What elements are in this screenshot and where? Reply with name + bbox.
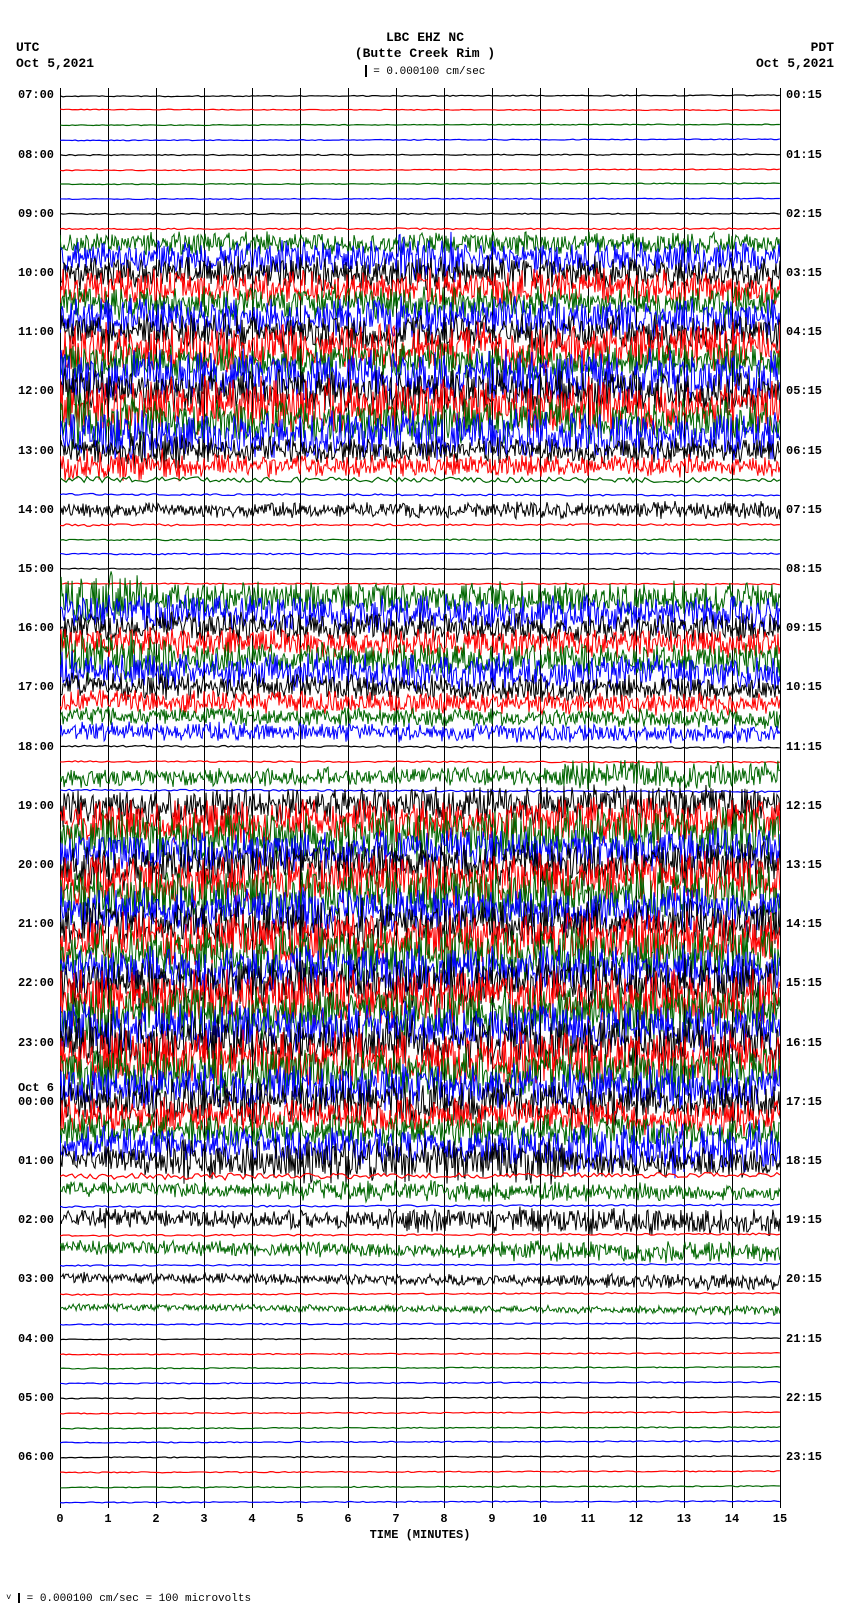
utc-time-label: 09:00 xyxy=(18,207,60,221)
scale-bar-icon xyxy=(365,65,367,77)
utc-time-label: 04:00 xyxy=(18,1332,60,1346)
local-time-label: 03:15 xyxy=(780,266,822,280)
local-time-label: 21:15 xyxy=(780,1332,822,1346)
local-time-label: 19:15 xyxy=(780,1213,822,1227)
utc-time-label: 16:00 xyxy=(18,621,60,635)
utc-time-label: 23:00 xyxy=(18,1036,60,1050)
local-time-label: 09:15 xyxy=(780,621,822,635)
right-date-label: Oct 5,2021 xyxy=(756,56,834,71)
x-tick-label: 11 xyxy=(581,1512,595,1526)
utc-time-label: 14:00 xyxy=(18,503,60,517)
x-tick-label: 3 xyxy=(200,1512,207,1526)
utc-time-label: 12:00 xyxy=(18,384,60,398)
local-time-label: 01:15 xyxy=(780,148,822,162)
x-tick-label: 2 xyxy=(152,1512,159,1526)
x-tick-label: 1 xyxy=(104,1512,111,1526)
utc-time-label: 03:00 xyxy=(18,1272,60,1286)
x-tick-label: 8 xyxy=(440,1512,447,1526)
utc-time-label: 07:00 xyxy=(18,88,60,102)
title-block: LBC EHZ NC (Butte Creek Rim ) = 0.000100… xyxy=(0,30,850,78)
utc-time-label: 10:00 xyxy=(18,266,60,280)
local-time-label: 08:15 xyxy=(780,562,822,576)
footer-scale: ˅ = 0.000100 cm/sec = 100 microvolts xyxy=(6,1593,251,1605)
local-time-label: 22:15 xyxy=(780,1391,822,1405)
local-time-label: 07:15 xyxy=(780,503,822,517)
utc-time-label: 08:00 xyxy=(18,148,60,162)
utc-time-label: 15:00 xyxy=(18,562,60,576)
helicorder-plot: 0123456789101112131415 07:0000:1508:0001… xyxy=(60,88,780,1508)
x-tick-label: 9 xyxy=(488,1512,495,1526)
utc-time-label: 05:00 xyxy=(18,1391,60,1405)
local-time-label: 17:15 xyxy=(780,1095,822,1109)
local-time-label: 06:15 xyxy=(780,444,822,458)
footer-tick-icon: ˅ xyxy=(6,1593,11,1603)
utc-time-label: 21:00 xyxy=(18,917,60,931)
x-tick-label: 5 xyxy=(296,1512,303,1526)
local-time-label: 14:15 xyxy=(780,917,822,931)
utc-time-label: 06:00 xyxy=(18,1450,60,1464)
local-time-label: 15:15 xyxy=(780,976,822,990)
date-change-marker: Oct 6 xyxy=(18,1081,60,1095)
trace-container: 07:0000:1508:0001:1509:0002:1510:0003:15… xyxy=(60,88,780,1508)
footer-text: = 0.000100 cm/sec = 100 microvolts xyxy=(27,1593,251,1605)
utc-time-label: 18:00 xyxy=(18,740,60,754)
local-time-label: 02:15 xyxy=(780,207,822,221)
station-code: LBC EHZ NC xyxy=(0,30,850,46)
utc-time-label: 01:00 xyxy=(18,1154,60,1168)
station-name: (Butte Creek Rim ) xyxy=(0,46,850,62)
local-time-label: 13:15 xyxy=(780,858,822,872)
left-date-label: Oct 5,2021 xyxy=(16,56,94,71)
right-tz-label: PDT xyxy=(811,40,834,55)
local-time-label: 12:15 xyxy=(780,799,822,813)
x-tick-label: 10 xyxy=(533,1512,547,1526)
utc-time-label: 02:00 xyxy=(18,1213,60,1227)
utc-time-label: 17:00 xyxy=(18,680,60,694)
left-tz-label: UTC xyxy=(16,40,39,55)
x-tick-label: 4 xyxy=(248,1512,255,1526)
utc-time-label: 13:00 xyxy=(18,444,60,458)
x-tick-label: 12 xyxy=(629,1512,643,1526)
header: UTC Oct 5,2021 PDT Oct 5,2021 LBC EHZ NC… xyxy=(0,30,850,78)
x-tick-label: 14 xyxy=(725,1512,739,1526)
scale-legend: = 0.000100 cm/sec xyxy=(0,65,850,78)
x-axis-label: TIME (MINUTES) xyxy=(370,1528,471,1542)
seismic-trace xyxy=(60,1490,780,1514)
utc-time-label: 11:00 xyxy=(18,325,60,339)
footer-scale-bar-icon xyxy=(18,1593,20,1603)
local-time-label: 20:15 xyxy=(780,1272,822,1286)
x-tick-label: 6 xyxy=(344,1512,351,1526)
local-time-label: 11:15 xyxy=(780,740,822,754)
local-time-label: 16:15 xyxy=(780,1036,822,1050)
local-time-label: 04:15 xyxy=(780,325,822,339)
utc-time-label: 00:00 xyxy=(18,1095,60,1109)
local-time-label: 10:15 xyxy=(780,680,822,694)
local-time-label: 23:15 xyxy=(780,1450,822,1464)
x-tick-label: 13 xyxy=(677,1512,691,1526)
x-tick-label: 0 xyxy=(56,1512,63,1526)
local-time-label: 00:15 xyxy=(780,88,822,102)
utc-time-label: 20:00 xyxy=(18,858,60,872)
local-time-label: 18:15 xyxy=(780,1154,822,1168)
local-time-label: 05:15 xyxy=(780,384,822,398)
utc-time-label: 19:00 xyxy=(18,799,60,813)
x-tick-label: 15 xyxy=(773,1512,787,1526)
scale-text: = 0.000100 cm/sec xyxy=(373,66,485,78)
x-tick-label: 7 xyxy=(392,1512,399,1526)
utc-time-label: 22:00 xyxy=(18,976,60,990)
